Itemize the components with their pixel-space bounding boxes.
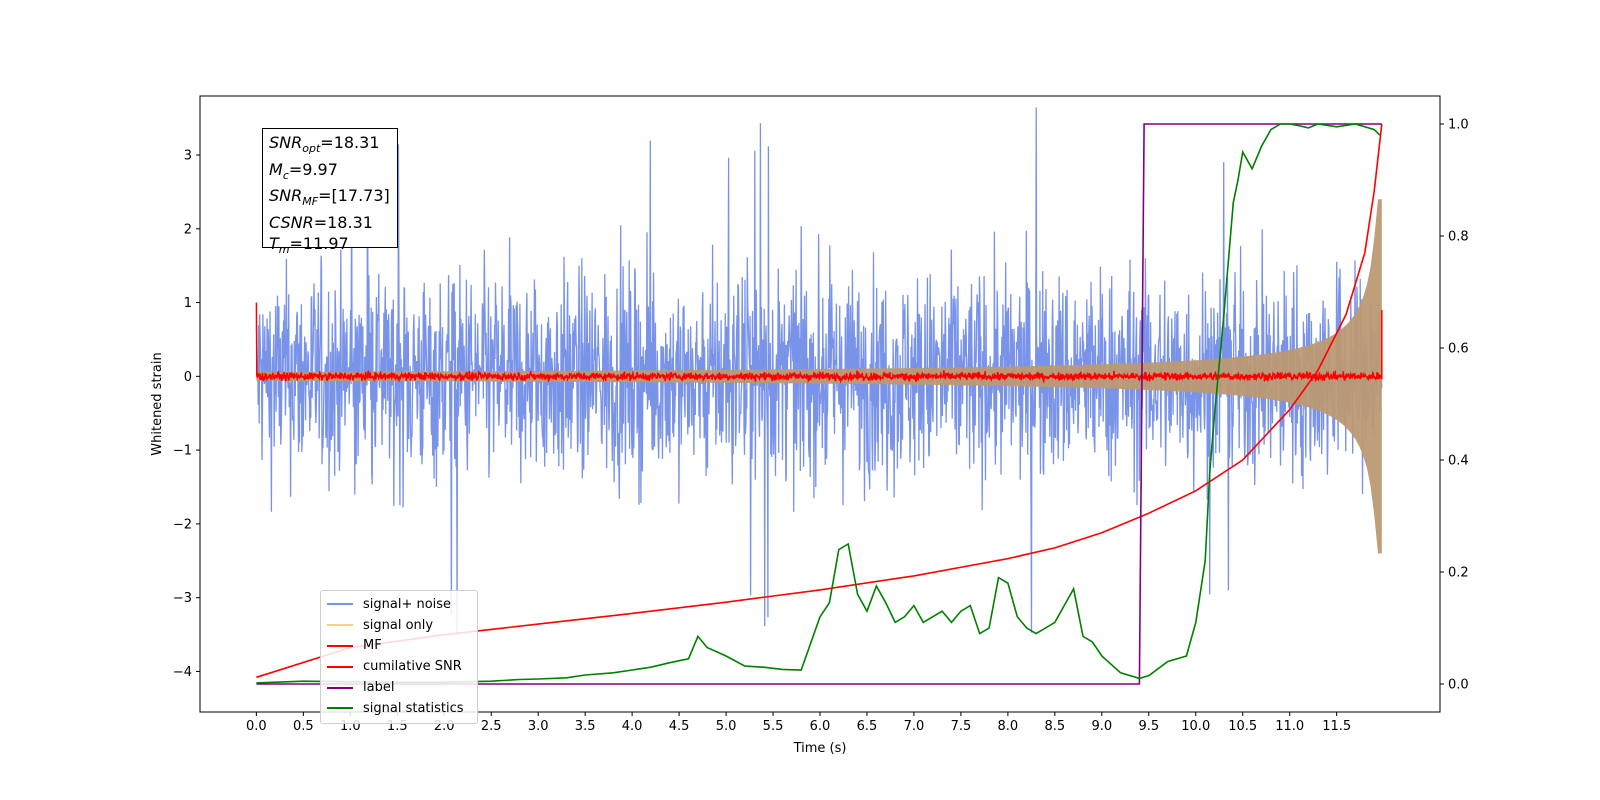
- x-tick-label: 11.0: [1275, 719, 1304, 734]
- x-tick-label: 4.0: [622, 719, 643, 734]
- series-signal-noise: [255, 107, 1383, 634]
- x-tick-label: 9.5: [1138, 719, 1159, 734]
- legend-item: cumilative SNR: [327, 656, 471, 677]
- legend-label: signal only: [363, 617, 434, 633]
- legend-label: cumilative SNR: [363, 659, 462, 675]
- legend-item: MF: [327, 636, 471, 657]
- x-tick-label: 9.0: [1091, 719, 1112, 734]
- stats-annotation-box: SNRopt=18.31 Mc=9.97 SNRMF=[17.73] CSNR=…: [262, 128, 398, 256]
- y-axis-label: Whitened strain: [150, 352, 165, 455]
- x-tick-label: 4.5: [669, 719, 690, 734]
- legend-label: signal+ noise: [363, 596, 452, 612]
- x-tick-label: 8.5: [1045, 719, 1066, 734]
- x-tick-label: 0.5: [293, 719, 314, 734]
- x-tick-label: 2.5: [481, 719, 502, 734]
- legend-label: signal statistics: [363, 700, 464, 716]
- chart-legend: signal+ noise signal only MF cumilative …: [320, 590, 478, 724]
- legend-swatch: [327, 624, 353, 627]
- x-tick-label: 3.5: [575, 719, 596, 734]
- y-tick-label: −4: [173, 665, 192, 680]
- y2-tick-label: 1.0: [1448, 118, 1469, 133]
- x-tick-label: 10.5: [1228, 719, 1257, 734]
- x-tick-label: 10.0: [1181, 719, 1210, 734]
- legend-swatch: [327, 644, 353, 647]
- legend-swatch: [327, 707, 353, 710]
- series-signal-statistics: [256, 123, 1381, 684]
- y-tick-label: −2: [173, 517, 192, 532]
- x-tick-label: 6.5: [857, 719, 878, 734]
- y-tick-label: 2: [184, 222, 192, 237]
- merger-time-text: Tm=11.97: [269, 233, 349, 256]
- legend-swatch: [327, 665, 353, 668]
- legend-item: label: [327, 677, 471, 698]
- y-tick-label: 3: [184, 149, 192, 164]
- legend-item: signal only: [327, 615, 471, 636]
- legend-item: signal+ noise: [327, 594, 471, 615]
- x-tick-label: 8.0: [998, 719, 1019, 734]
- legend-label: label: [363, 680, 395, 696]
- y2-tick-label: 0.2: [1448, 566, 1469, 581]
- series-cumulative-snr: [256, 123, 1383, 679]
- x-tick-label: 11.5: [1322, 719, 1351, 734]
- y2-tick-label: 0.4: [1448, 454, 1469, 469]
- csnr-text: CSNR=18.31: [269, 213, 373, 233]
- x-axis-label: Time (s): [793, 741, 847, 756]
- y2-tick-label: 0.8: [1448, 230, 1469, 245]
- y-tick-label: −1: [173, 444, 192, 459]
- snr-opt-text: SNRopt=18.31: [269, 133, 380, 156]
- y2-tick-label: 0.0: [1448, 678, 1469, 693]
- x-tick-label: 5.5: [763, 719, 784, 734]
- legend-label: MF: [363, 638, 382, 654]
- legend-item: signal statistics: [327, 698, 471, 719]
- y-tick-label: −3: [173, 591, 192, 606]
- x-tick-label: 3.0: [528, 719, 549, 734]
- x-tick-label: 0.0: [246, 719, 267, 734]
- legend-swatch: [327, 603, 353, 606]
- x-tick-label: 6.0: [810, 719, 831, 734]
- x-tick-label: 5.0: [716, 719, 737, 734]
- series-label: [256, 123, 1382, 685]
- y2-tick-label: 0.6: [1448, 342, 1469, 357]
- snr-mf-text: SNRMF=[17.73]: [269, 186, 390, 209]
- legend-swatch: [327, 686, 353, 689]
- series-mf: [255, 302, 1383, 384]
- x-tick-label: 7.5: [951, 719, 972, 734]
- y-tick-label: 1: [184, 296, 192, 311]
- x-tick-label: 7.0: [904, 719, 925, 734]
- chirp-mass-text: Mc=9.97: [269, 159, 338, 182]
- y-tick-label: 0: [184, 370, 192, 385]
